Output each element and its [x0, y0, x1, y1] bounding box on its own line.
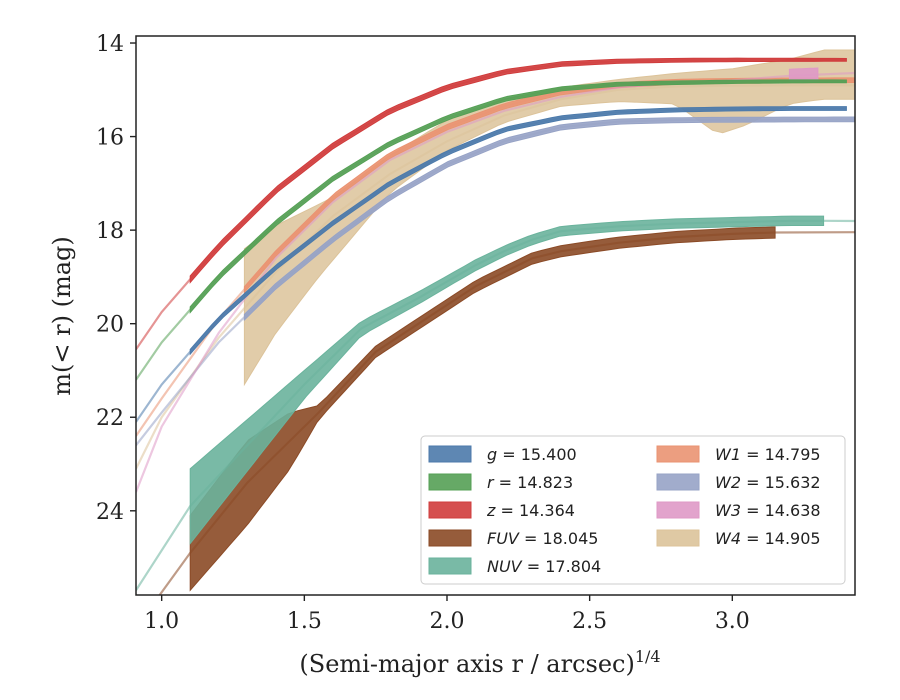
y-tick-label: 18: [96, 219, 124, 244]
y-tick-label: 24: [96, 500, 124, 525]
plot-frame: [135, 35, 856, 596]
y-tick-label: 22: [96, 406, 124, 431]
legend-label: W2 = 15.632: [715, 473, 821, 492]
legend-label: W4 = 14.905: [715, 529, 821, 548]
legend-label: W3 = 14.638: [715, 501, 821, 520]
series-w2: [136, 116, 855, 446]
legend-swatch: [428, 445, 472, 463]
series-r: [136, 79, 847, 381]
x-tick-label: 1.0: [144, 609, 179, 634]
legend-swatch: [656, 501, 700, 519]
series-g: [136, 106, 847, 423]
series-fuv: [158, 226, 855, 595]
legend-item-w4: W4 = 14.905: [656, 529, 821, 548]
y-axis-label: m(< r) (mag): [48, 236, 76, 395]
legend-label: g = 15.400: [487, 445, 577, 464]
legend-swatch: [428, 557, 472, 575]
legend-item-nuv: NUV = 17.804: [428, 557, 601, 576]
y-tick-label: 20: [96, 313, 124, 338]
x-axis: 1.0 1.5 2.0 2.5 3.0: [144, 595, 750, 634]
legend-label: W1 = 14.795: [715, 445, 821, 464]
legend-item-w2: W2 = 15.632: [656, 473, 821, 492]
series-w2-band: [243, 116, 855, 322]
legend-label: z = 14.364: [486, 501, 575, 520]
legend-label: NUV = 17.804: [487, 557, 601, 576]
legend-swatch: [428, 529, 472, 547]
legend-box: [420, 435, 846, 585]
series-nuv-band: [189, 215, 825, 545]
legend-swatch: [656, 473, 700, 491]
series-r-band: [189, 79, 847, 314]
x-tick-label: 2.5: [572, 609, 607, 634]
legend-item-w3: W3 = 14.638: [656, 501, 821, 520]
legend-swatch: [428, 473, 472, 491]
series-g-band: [189, 106, 847, 356]
legend-swatch: [656, 529, 700, 547]
legend-item-z: z = 14.364: [428, 501, 575, 520]
y-tick-label: 16: [96, 126, 124, 151]
series-fuv-band: [189, 226, 776, 592]
series-nuv: [136, 215, 855, 591]
series-w1-band: [243, 77, 855, 294]
legend-label: FUV = 18.045: [487, 529, 598, 548]
legend-label: r = 14.823: [487, 473, 573, 492]
y-tick-label: 14: [96, 32, 124, 57]
x-tick-label: 2.0: [429, 609, 464, 634]
x-tick-label: 1.5: [287, 609, 322, 634]
series-z-band: [189, 57, 847, 284]
legend-item-r: r = 14.823: [428, 473, 573, 492]
legend-item-g: g = 15.400: [428, 445, 577, 464]
x-axis-label: (Semi-major axis r / arcsec)1/4: [299, 647, 660, 678]
legend-swatch: [656, 445, 700, 463]
x-axis-label-superscript: 1/4: [635, 647, 661, 666]
legend-item-fuv: FUV = 18.045: [428, 529, 598, 548]
legend-item-w1: W1 = 14.795: [656, 445, 821, 464]
series-z: [136, 57, 847, 351]
plot-area: [136, 49, 855, 595]
legend-swatch: [428, 501, 472, 519]
x-tick-label: 3.0: [715, 609, 750, 634]
legend: g = 15.400 r = 14.823 z = 14.364 FUV = 18.0…: [420, 435, 846, 585]
series-g-model-line: [136, 107, 847, 423]
y-axis: 14 16 18 20 22 24: [96, 32, 136, 525]
x-axis-label-text: (Semi-major axis r / arcsec): [299, 650, 634, 678]
